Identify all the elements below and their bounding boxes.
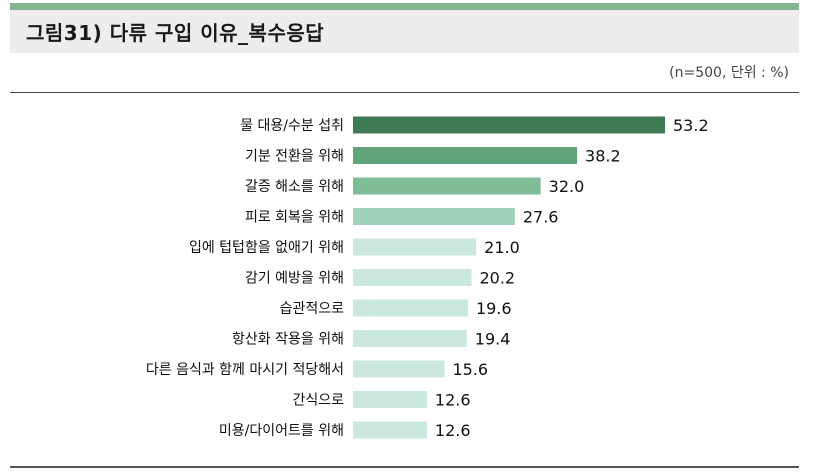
- value-label: 32.0: [549, 177, 585, 196]
- value-label: 53.2: [673, 116, 709, 135]
- value-label: 19.6: [476, 299, 512, 318]
- value-label: 20.2: [479, 269, 515, 288]
- bar: [353, 330, 467, 347]
- bar: [353, 421, 427, 439]
- bar: [353, 391, 427, 408]
- title-band: 그림31) 다류 구입 이유_복수응답: [10, 10, 799, 53]
- top-accent-rule: [10, 3, 799, 10]
- value-label: 12.6: [435, 421, 471, 440]
- value-label: 19.4: [475, 330, 511, 349]
- category-label: 피로 회복을 위해: [245, 210, 344, 226]
- category-label: 습관적으로: [280, 301, 345, 317]
- divider-top: [10, 92, 799, 93]
- bar: [353, 208, 515, 225]
- bar: [353, 299, 468, 317]
- category-label: 간식으로: [292, 393, 344, 409]
- value-label: 21.0: [484, 238, 520, 257]
- category-label: 감기 예방을 위해: [245, 271, 344, 287]
- bar: [353, 238, 477, 256]
- category-label: 항산화 작용을 위해: [232, 332, 344, 348]
- value-label: 15.6: [452, 360, 488, 379]
- category-label: 미용/다이어트를 위해: [219, 423, 344, 439]
- category-label: 기분 전환을 위해: [245, 149, 344, 165]
- chart-title: 그림31) 다류 구입 이유_복수응답: [26, 21, 325, 45]
- bar: [353, 269, 472, 286]
- value-label: 12.6: [435, 391, 471, 410]
- divider-bottom: [10, 466, 799, 468]
- bar: [353, 177, 541, 195]
- value-label: 27.6: [523, 208, 559, 227]
- value-label: 38.2: [585, 147, 621, 166]
- sample-unit-note: (n=500, 단위 : %): [669, 65, 789, 81]
- category-label: 다른 음식과 함께 마시기 적당해서: [146, 362, 344, 378]
- bar: [353, 116, 665, 134]
- bar: [353, 360, 445, 378]
- category-label: 물 대용/수분 섭취: [240, 118, 344, 134]
- category-label: 갈증 해소를 위해: [245, 179, 344, 195]
- bar: [353, 147, 578, 164]
- category-label: 입에 텁텁함을 없애기 위해: [189, 240, 344, 256]
